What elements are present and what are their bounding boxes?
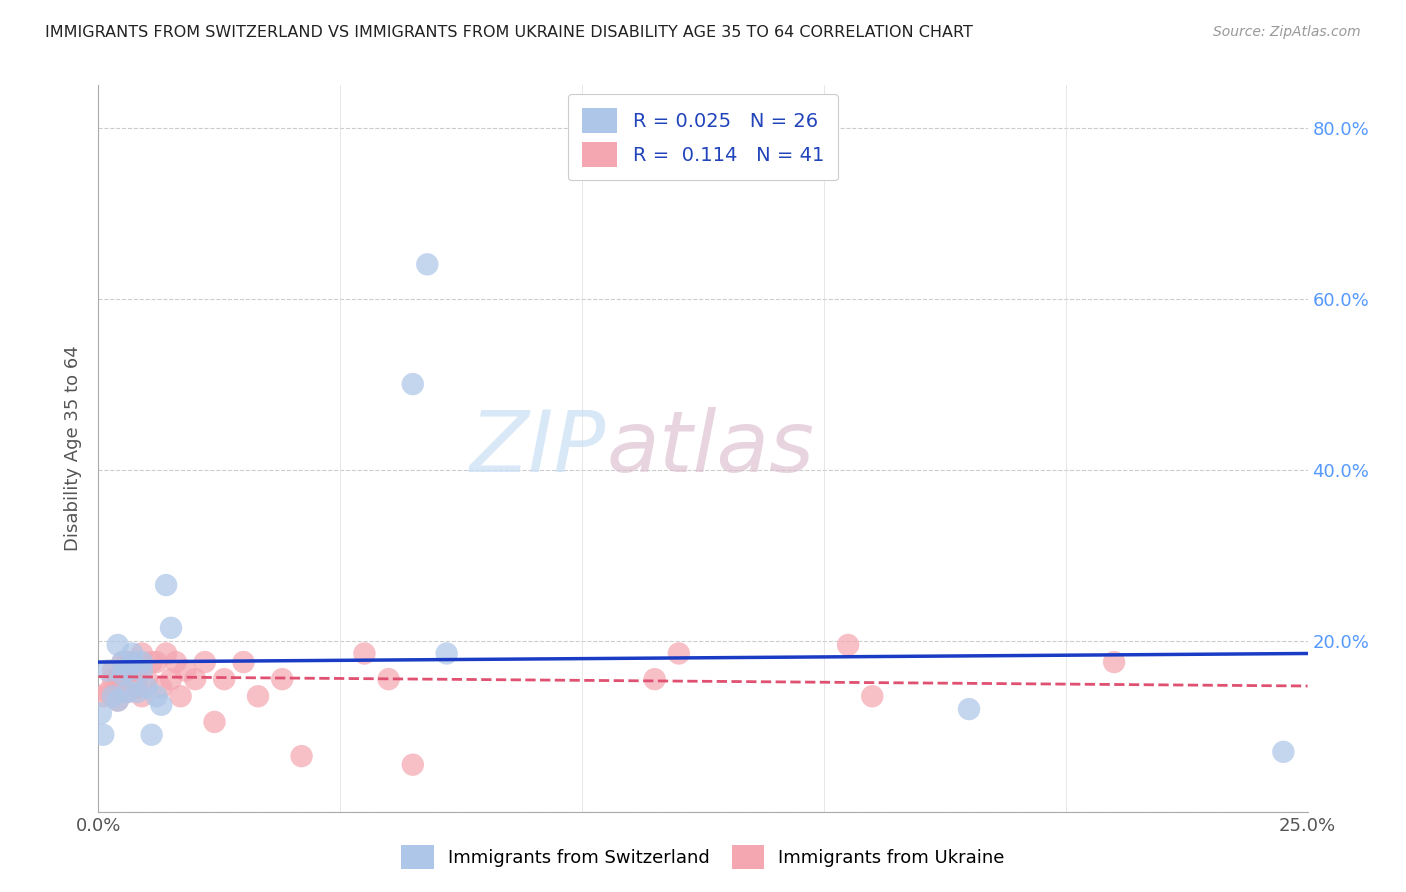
Point — [1102, 655, 1125, 669]
Point — [121, 655, 143, 669]
Point — [107, 638, 129, 652]
Point — [860, 690, 883, 704]
Point — [402, 377, 425, 392]
Point — [169, 690, 191, 704]
Point — [121, 664, 143, 678]
Point — [91, 690, 114, 704]
Point — [111, 668, 134, 682]
Point — [101, 672, 124, 686]
Point — [107, 693, 129, 707]
Text: Source: ZipAtlas.com: Source: ZipAtlas.com — [1213, 25, 1361, 39]
Point — [107, 672, 129, 686]
Point — [174, 664, 197, 678]
Point — [135, 681, 157, 695]
Point — [416, 257, 439, 271]
Point — [155, 578, 177, 592]
Point — [160, 672, 183, 686]
Point — [184, 672, 207, 686]
Point — [91, 728, 114, 742]
Point — [644, 672, 666, 686]
Point — [1272, 745, 1295, 759]
Point — [145, 690, 167, 704]
Y-axis label: Disability Age 35 to 64: Disability Age 35 to 64 — [65, 345, 83, 551]
Point — [150, 681, 173, 695]
Point — [111, 655, 134, 669]
Point — [117, 685, 139, 699]
Point — [117, 685, 139, 699]
Point — [436, 647, 458, 661]
Point — [145, 655, 167, 669]
Point — [135, 672, 157, 686]
Point — [204, 714, 226, 729]
Point — [117, 664, 139, 678]
Text: atlas: atlas — [606, 407, 814, 490]
Point — [353, 647, 375, 661]
Point — [150, 698, 173, 712]
Point — [101, 690, 124, 704]
Point — [127, 664, 149, 678]
Point — [127, 685, 149, 699]
Point — [131, 664, 153, 678]
Point — [247, 690, 270, 704]
Point — [131, 690, 153, 704]
Point — [107, 693, 129, 707]
Point — [111, 655, 134, 669]
Point — [155, 647, 177, 661]
Point — [290, 749, 312, 764]
Point — [127, 681, 149, 695]
Text: IMMIGRANTS FROM SWITZERLAND VS IMMIGRANTS FROM UKRAINE DISABILITY AGE 35 TO 64 C: IMMIGRANTS FROM SWITZERLAND VS IMMIGRANT… — [45, 25, 973, 40]
Point — [957, 702, 980, 716]
Point — [131, 655, 153, 669]
Point — [377, 672, 399, 686]
Point — [160, 621, 183, 635]
Point — [165, 655, 187, 669]
Point — [117, 655, 139, 669]
Point — [101, 664, 124, 678]
Point — [402, 757, 425, 772]
Point — [212, 672, 235, 686]
Point — [121, 647, 143, 661]
Point — [121, 655, 143, 669]
Legend: Immigrants from Switzerland, Immigrants from Ukraine: Immigrants from Switzerland, Immigrants … — [394, 838, 1012, 876]
Point — [111, 672, 134, 686]
Point — [837, 638, 859, 652]
Point — [668, 647, 690, 661]
Point — [141, 655, 163, 669]
Text: ZIP: ZIP — [470, 407, 606, 490]
Point — [232, 655, 254, 669]
Point — [131, 647, 153, 661]
Point — [97, 685, 120, 699]
Point — [90, 706, 112, 721]
Point — [141, 728, 163, 742]
Legend: R = 0.025   N = 26, R =  0.114   N = 41: R = 0.025 N = 26, R = 0.114 N = 41 — [568, 95, 838, 180]
Point — [271, 672, 294, 686]
Point — [97, 664, 120, 678]
Point — [194, 655, 217, 669]
